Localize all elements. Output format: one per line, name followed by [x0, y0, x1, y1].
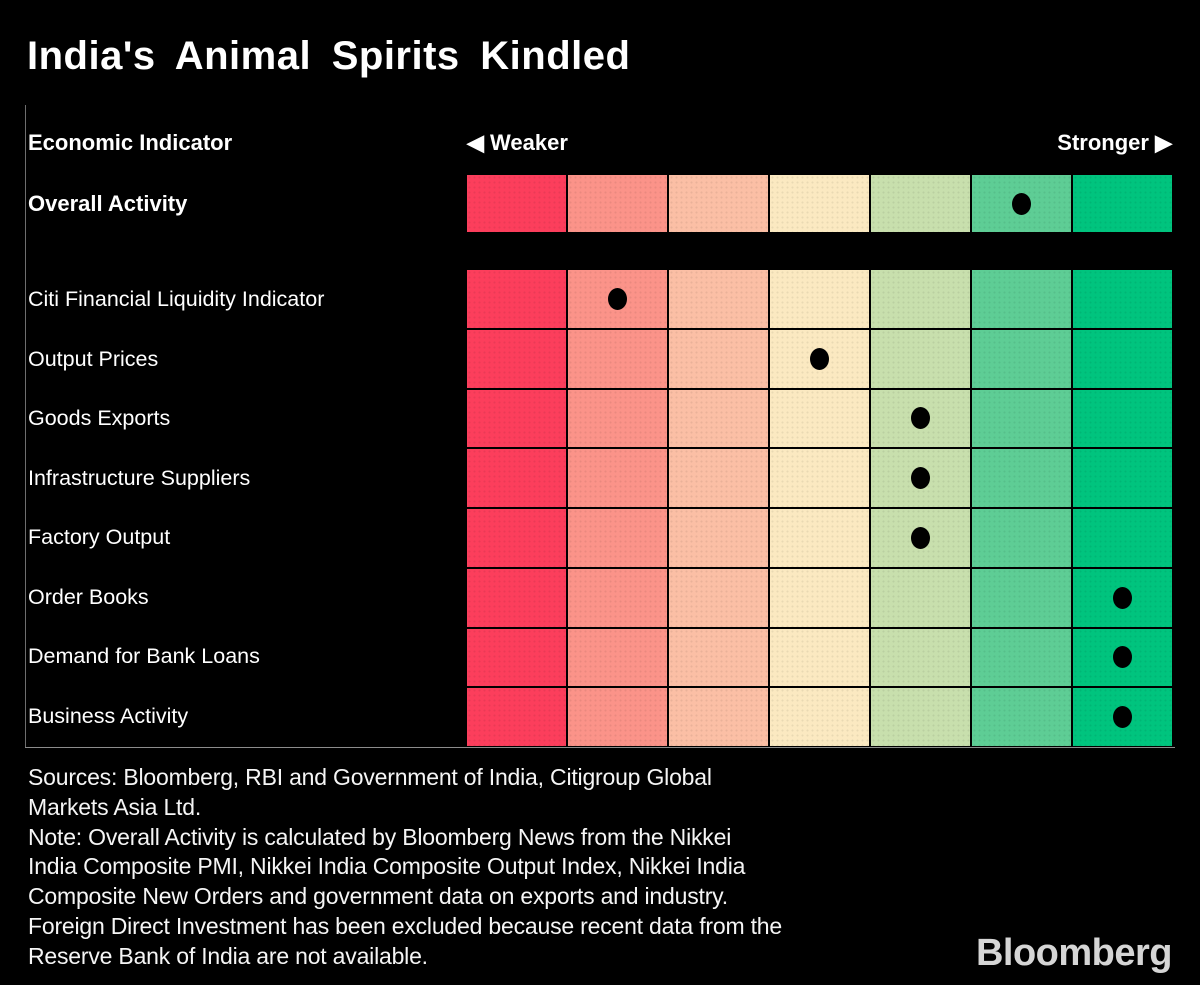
heatmap-cell	[770, 509, 869, 567]
heatmap-cell	[770, 688, 869, 746]
heatmap-cell	[1073, 389, 1172, 448]
heatmap-cell	[871, 628, 970, 687]
heatmap-cell	[770, 449, 869, 507]
heatmap-cell	[871, 449, 970, 507]
heatmap-cell	[669, 509, 768, 567]
data-point-dot	[608, 287, 627, 310]
data-point-dot	[911, 526, 930, 549]
economic-indicator-header: Economic Indicator	[28, 130, 233, 155]
heatmap-cell	[1073, 270, 1172, 328]
heatmap-cell	[972, 688, 1071, 746]
heatmap-cell	[467, 175, 566, 232]
stronger-axis-label: Stronger ▶	[1057, 130, 1172, 155]
heatmap-cell	[568, 329, 667, 388]
source-note-text: Sources: Bloomberg, RBI and Government o…	[28, 764, 782, 969]
heatmap-cell	[669, 270, 768, 328]
heatmap-cell	[568, 568, 667, 627]
overall-activity-heatmap-row	[467, 175, 1172, 232]
heatmap-cell	[871, 270, 970, 328]
heatmap-cell	[568, 270, 667, 328]
row-label: Output Prices	[28, 346, 159, 371]
heatmap-cell	[467, 628, 566, 687]
heatmap-cell	[972, 628, 1071, 687]
axis-vertical-line	[25, 105, 26, 748]
row-label: Citi Financial Liquidity Indicator	[28, 287, 325, 312]
heatmap-cell	[467, 389, 566, 448]
heatmap-cell	[669, 175, 768, 232]
data-point-dot	[911, 407, 930, 430]
heatmap-cell	[972, 270, 1071, 328]
heatmap-cell	[871, 509, 970, 567]
row-label: Infrastructure Suppliers	[28, 465, 251, 490]
heatmap-cell	[669, 688, 768, 746]
data-point-dot	[1113, 646, 1132, 669]
heatmap-cell	[1073, 449, 1172, 507]
heatmap-cell	[467, 449, 566, 507]
data-point-dot	[1113, 706, 1132, 729]
row-label: Business Activity	[28, 703, 189, 728]
row-labels-column: Citi Financial Liquidity Indicator Output…	[28, 270, 458, 746]
heatmap-cell	[972, 449, 1071, 507]
heatmap-cell	[972, 175, 1071, 232]
data-point-dot	[911, 467, 930, 490]
heatmap-cell	[770, 568, 869, 627]
heatmap-cell	[467, 270, 566, 328]
heatmap-cell	[467, 568, 566, 627]
heatmap-cell	[1073, 628, 1172, 687]
row-label: Goods Exports	[28, 406, 171, 431]
heatmap-cell	[467, 509, 566, 567]
heatmap-cell	[467, 329, 566, 388]
bloomberg-logo: Bloomberg	[975, 932, 1173, 974]
data-point-dot	[810, 347, 829, 370]
heatmap-cell	[568, 688, 667, 746]
heatmap-cell	[568, 509, 667, 567]
heatmap-cell	[568, 175, 667, 232]
heatmap-cell	[1073, 329, 1172, 388]
data-point-dot	[1113, 586, 1132, 609]
heatmap-cell	[568, 628, 667, 687]
heatmap-cell	[871, 389, 970, 448]
overall-activity-label: Overall Activity	[28, 190, 188, 216]
heatmap-cell	[669, 628, 768, 687]
heatmap-cell	[972, 568, 1071, 627]
axis-horizontal-line	[25, 747, 1175, 748]
heatmap-cell	[1073, 688, 1172, 746]
heatmap-cell	[568, 449, 667, 507]
heatmap-cell	[568, 389, 667, 448]
heatmap-cell	[1073, 509, 1172, 567]
heatmap-cell	[669, 568, 768, 627]
heatmap-cell	[669, 389, 768, 448]
heatmap-cell	[770, 329, 869, 388]
weaker-axis-label: ◀ Weaker	[467, 130, 568, 155]
data-point-dot	[1012, 192, 1031, 215]
heatmap-cell	[871, 568, 970, 627]
heatmap-cell	[770, 175, 869, 232]
heatmap-cell	[871, 329, 970, 388]
row-label: Order Books	[28, 584, 149, 609]
heatmap-cell	[972, 509, 1071, 567]
heatmap-cell	[871, 688, 970, 746]
header-row: Economic Indicator ◀ Weaker Stronger ▶	[0, 130, 1200, 158]
heatmap-cell	[770, 270, 869, 328]
heatmap-cell	[770, 389, 869, 448]
chart-title: India's Animal Spirits Kindled	[27, 34, 631, 78]
heatmap-cell	[972, 389, 1071, 448]
heatmap-cell	[871, 175, 970, 232]
row-label: Demand for Bank Loans	[28, 644, 260, 669]
row-label: Factory Output	[28, 525, 171, 550]
heatmap-cell	[669, 329, 768, 388]
heatmap-cell	[1073, 175, 1172, 232]
heatmap-grid	[467, 270, 1172, 746]
heatmap-cell	[1073, 568, 1172, 627]
scale-header: ◀ Weaker Stronger ▶	[467, 130, 1172, 156]
heatmap-cell	[972, 329, 1071, 388]
heatmap-cell	[669, 449, 768, 507]
heatmap-cell	[770, 628, 869, 687]
heatmap-cell	[467, 688, 566, 746]
